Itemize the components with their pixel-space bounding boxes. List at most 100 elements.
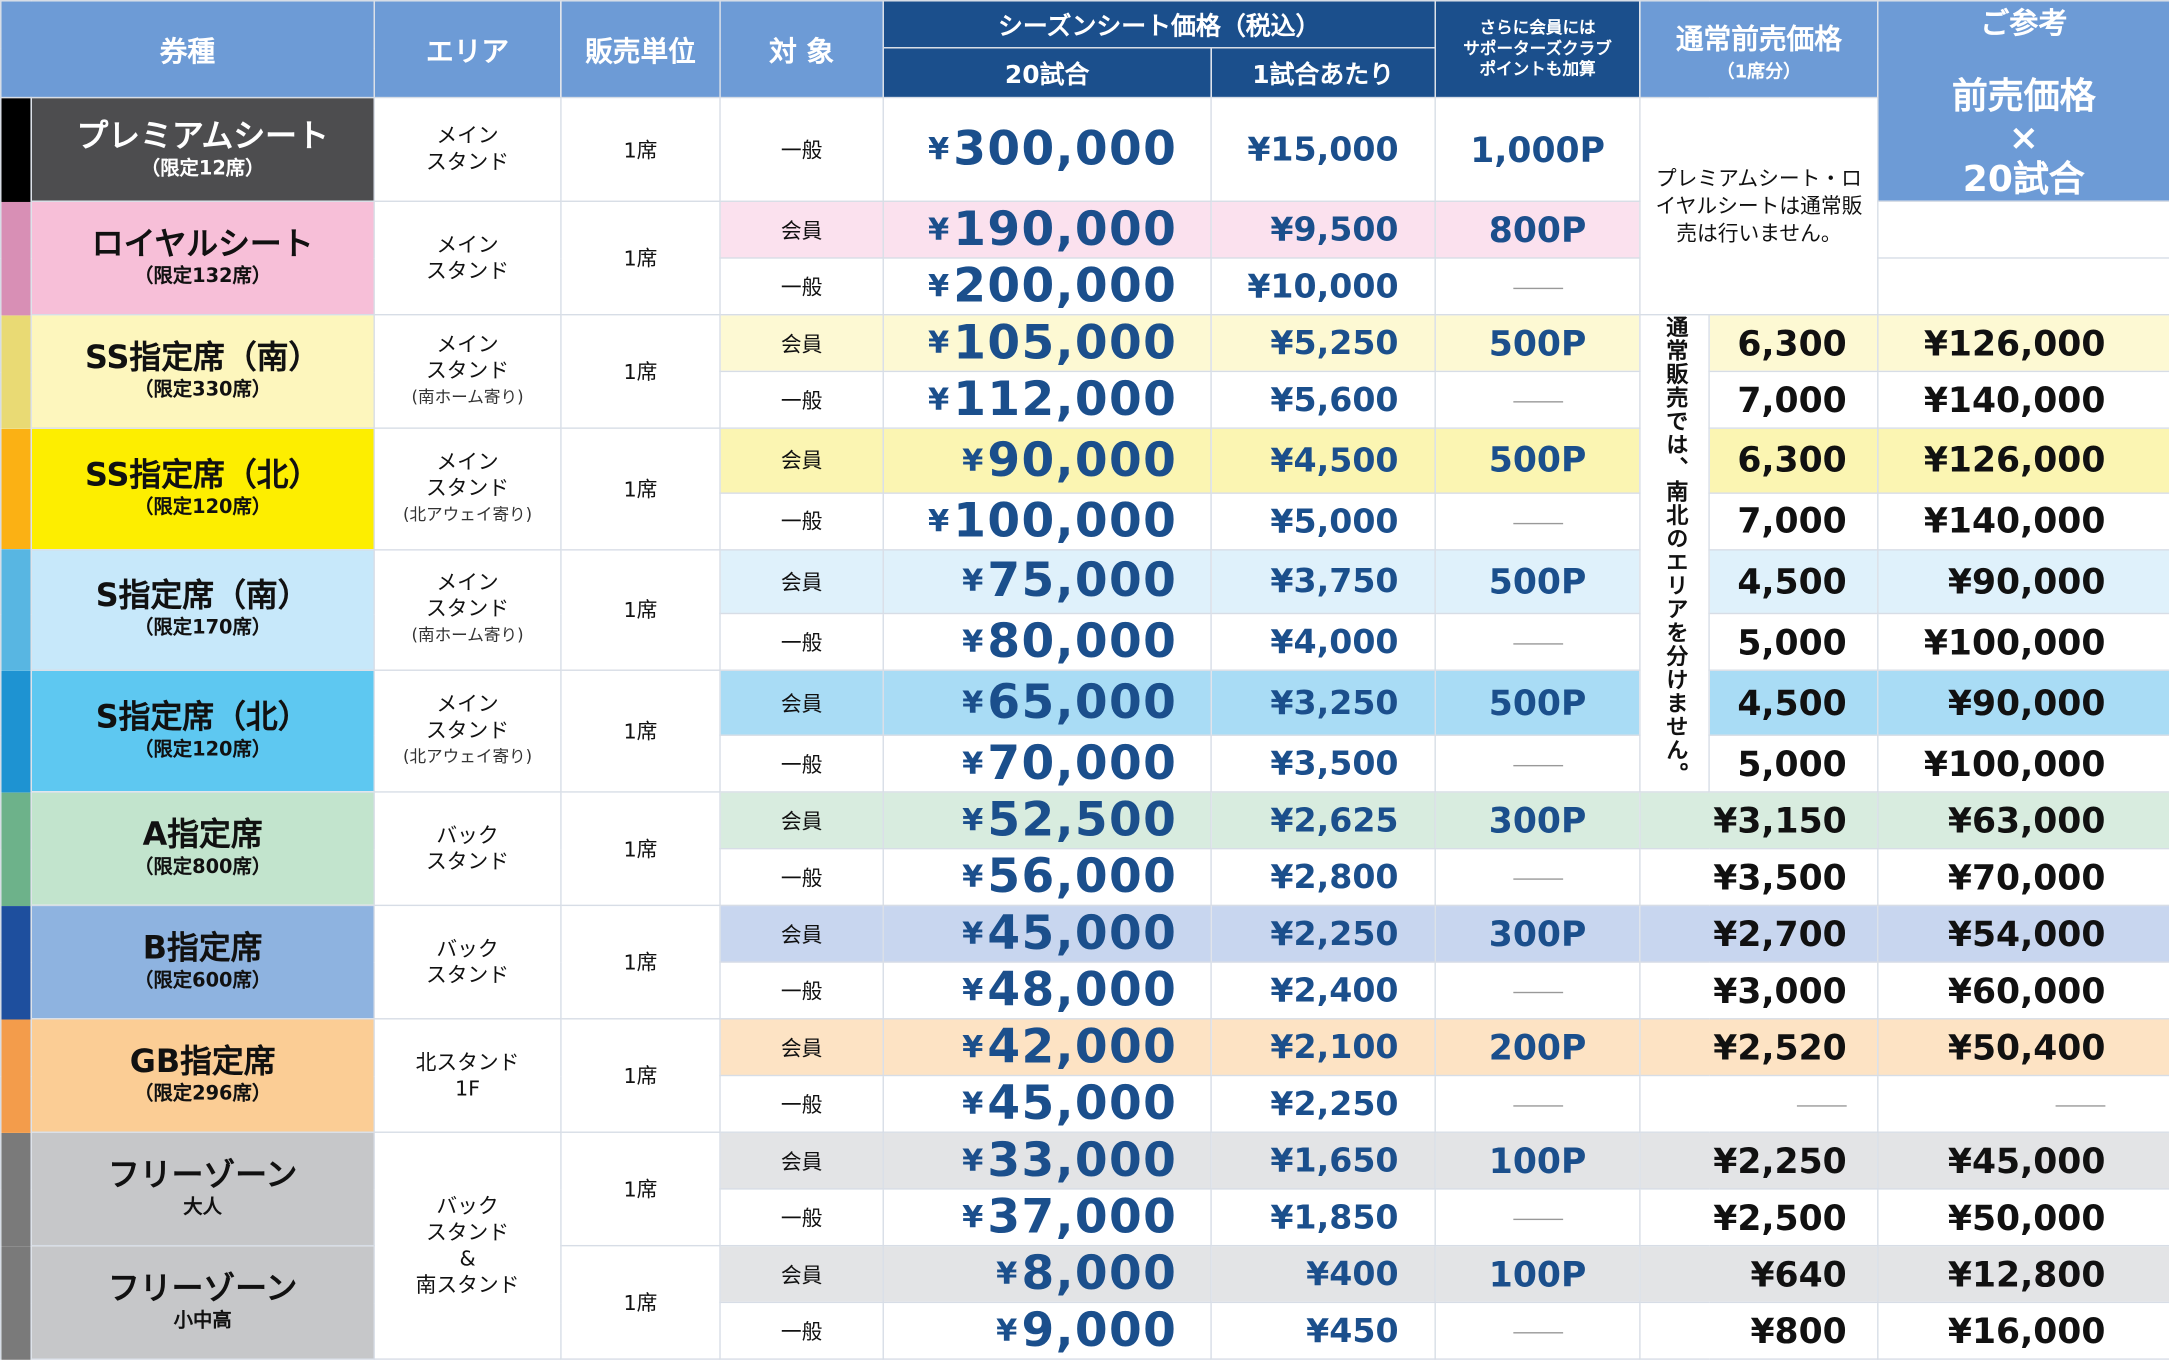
seat-capacity: （限定170席） [134, 617, 272, 640]
table-row: 一般 ¥200,000 ¥10,000 [1, 257, 2169, 316]
points-line-2: サポーターズクラブ [1463, 38, 1612, 59]
price-20-value: 200,000 [953, 258, 1178, 315]
points-line-1: さらに会員には [1479, 17, 1596, 38]
price-per-game: ¥3,250 [1210, 669, 1436, 736]
unit-cell: 1席 [560, 791, 721, 907]
area-cell: メイン スタンド [373, 200, 562, 316]
price-per-game: ¥5,250 [1210, 314, 1436, 373]
price-20-value: 90,000 [987, 432, 1178, 489]
price-20-value: 37,000 [987, 1189, 1178, 1245]
yen-sign: ¥ [962, 1200, 985, 1236]
header-row-2: 20試合 1試合あたり [1, 47, 2169, 99]
header-normal-presale: 通常前売価格 （1席分） [1639, 0, 1879, 99]
price-20-value: 300,000 [953, 121, 1178, 178]
table-row: A指定席 （限定800席） バック スタンド 1席 会員 ¥52,500 ¥2,625 300P… [0, 791, 2169, 907]
area-text: スタンド [426, 358, 510, 384]
price-20-value: 100,000 [953, 493, 1178, 549]
points-cell [1434, 847, 1641, 907]
premium-royal-note: プレミアムシート・ロイヤルシートは通常販売は行いません。 [1639, 96, 1879, 316]
seat-name: フリーゾーン [107, 1157, 298, 1194]
area-text: (北アウェイ寄り) [402, 747, 533, 767]
normal-presale-price: ¥3,150 [1639, 791, 1879, 850]
header-row-1: 券種 エリア 販売単位 対 象 シーズンシート価格（税込） さらに会員には サポ… [0, 0, 2169, 202]
price-20-value: 33,000 [987, 1132, 1178, 1189]
price-20-games: ¥70,000 [882, 734, 1212, 793]
points-cell: 300P [1434, 904, 1641, 963]
price-20-games: ¥65,000 [882, 669, 1212, 736]
price-per-game: ¥400 [1210, 1244, 1436, 1304]
target-cell: 会員 [719, 1018, 884, 1077]
price-20-games: ¥200,000 [882, 257, 1212, 316]
price-20-value: 45,000 [987, 906, 1178, 962]
price-20-games: ¥8,000 [882, 1244, 1212, 1304]
normal-presale-price: ¥2,700 [1639, 904, 1879, 963]
target-cell: 会員 [719, 1244, 884, 1304]
normal-presale-price: ¥2,250 [1639, 1131, 1879, 1190]
dash-mark [1512, 643, 1563, 646]
seat-name: B指定席 [142, 930, 263, 967]
unit-cell: 1席 [560, 1131, 721, 1247]
target-cell: 会員 [719, 200, 884, 259]
unit-cell: 1席 [560, 1244, 721, 1360]
area-text: 北スタンド [415, 1049, 520, 1075]
price-20-value: 9,000 [1021, 1303, 1178, 1359]
seat-name: SS指定席（北） [84, 457, 321, 494]
north-south-note: 通常販売では、南北のエリアを分けません。 [1639, 314, 1710, 793]
reference-price: ¥126,000 [1877, 427, 2169, 494]
yen-sign: ¥ [962, 973, 985, 1009]
yen-sign: ¥ [962, 686, 985, 721]
reference-price: ¥60,000 [1877, 961, 2169, 1020]
price-per-game: ¥15,000 [1210, 96, 1436, 202]
table-row: GB指定席 （限定296席） 北スタンド 1F 1席 会員 ¥42,000 ¥2,100 200… [0, 1018, 2169, 1133]
target-cell: 会員 [719, 904, 884, 963]
table-row: 一般 ¥100,000 ¥5,000 7,000 ¥140,000 [1, 491, 2169, 551]
price-per-game: ¥10,000 [1210, 257, 1436, 316]
area-text: メイン [436, 691, 499, 717]
area-cell: バック スタンド & 南スタンド [373, 1131, 562, 1360]
seat-name: S指定席（南） [95, 578, 310, 615]
normal-presale-price: 5,000 [1708, 613, 1879, 672]
target-cell: 一般 [719, 257, 884, 316]
price-20-value: 75,000 [987, 553, 1178, 610]
area-text: メイン [436, 570, 499, 596]
header-points: さらに会員には サポーターズクラブ ポイントも加算 [1434, 0, 1641, 99]
seat-type-cell: GB指定席 （限定296席） [30, 1018, 375, 1133]
price-20-value: 70,000 [987, 735, 1178, 792]
normal-presale-price [1639, 1074, 1879, 1133]
area-text: メイン [436, 331, 499, 357]
header-type: 券種 [0, 0, 375, 99]
seat-color-bar [0, 549, 32, 671]
table-row: S指定席（南） （限定170席） メイン スタンド (南ホーム寄り) 1席 会員 ¥75,00… [0, 548, 2169, 672]
reference-blank [1877, 257, 2169, 316]
yen-sign: ¥ [927, 213, 951, 248]
seat-color-bar [0, 1132, 32, 1246]
target-cell: 一般 [719, 1074, 884, 1133]
normal-presale-price: 4,500 [1708, 548, 1879, 615]
points-cell [1434, 370, 1641, 429]
normal-presale-price: ¥640 [1639, 1244, 1879, 1304]
yen-sign: ¥ [927, 383, 951, 418]
table-row: ロイヤルシート （限定132席） メイン スタンド 1席 会員 ¥190,000 ¥9,500… [0, 200, 2169, 316]
reference-price: ¥16,000 [1877, 1301, 2169, 1360]
area-text: & [459, 1245, 476, 1271]
reference-price: ¥140,000 [1877, 370, 2169, 429]
seat-type-cell: S指定席（南） （限定170席） [30, 548, 375, 672]
unit-cell: 1席 [560, 96, 721, 202]
normal-presale-title: 通常前売価格 [1675, 21, 1842, 55]
seat-capacity: （限定12席） [140, 157, 265, 180]
dash-mark [2055, 1105, 2106, 1107]
target-cell: 一般 [719, 491, 884, 551]
price-20-value: 8,000 [1021, 1246, 1178, 1302]
price-per-game: ¥4,500 [1210, 427, 1436, 494]
reference-price: ¥54,000 [1877, 904, 2169, 963]
target-cell: 一般 [719, 847, 884, 907]
points-cell: 500P [1434, 314, 1641, 373]
yen-sign: ¥ [962, 917, 985, 952]
seat-type-cell: B指定席 （限定600席） [30, 904, 375, 1020]
points-cell: 200P [1434, 1018, 1641, 1077]
area-text: メイン [436, 449, 499, 475]
price-per-game: ¥2,250 [1210, 904, 1436, 963]
normal-presale-price: 5,000 [1708, 734, 1879, 793]
area-cell: 北スタンド 1F [373, 1018, 562, 1133]
dash-mark [1512, 764, 1563, 767]
